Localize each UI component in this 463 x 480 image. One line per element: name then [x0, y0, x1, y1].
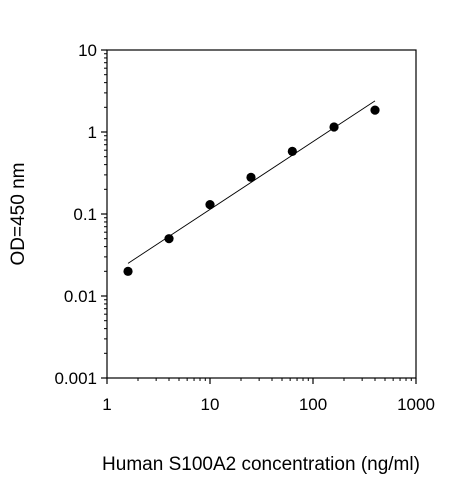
- x-tick-label: 1: [102, 395, 111, 414]
- y-tick-label: 0.001: [54, 369, 97, 388]
- x-tick-label: 1000: [397, 395, 435, 414]
- y-axis-title: OD=450 nm: [8, 163, 29, 266]
- data-point: [123, 266, 133, 276]
- x-axis-ticks: 1 10 100 1000: [102, 378, 435, 414]
- data-point: [287, 146, 297, 156]
- x-axis-title: Human S100A2 concentration (ng/ml): [102, 454, 420, 475]
- data-point: [329, 122, 339, 132]
- data-point: [205, 200, 215, 210]
- plot-frame: [106, 49, 417, 379]
- y-axis-ticks: 0.001 0.01 0.1 1 10: [54, 41, 107, 388]
- y-tick-label: 0.1: [73, 205, 97, 224]
- y-tick-label: 1: [88, 123, 97, 142]
- data-point: [370, 105, 380, 115]
- y-tick-label: 0.01: [64, 287, 97, 306]
- x-tick-label: 100: [299, 395, 327, 414]
- x-tick-label: 10: [201, 395, 220, 414]
- y-tick-label: 10: [78, 41, 97, 60]
- data-point: [246, 172, 256, 182]
- data-point: [164, 234, 174, 244]
- data-points-layer: [123, 105, 380, 276]
